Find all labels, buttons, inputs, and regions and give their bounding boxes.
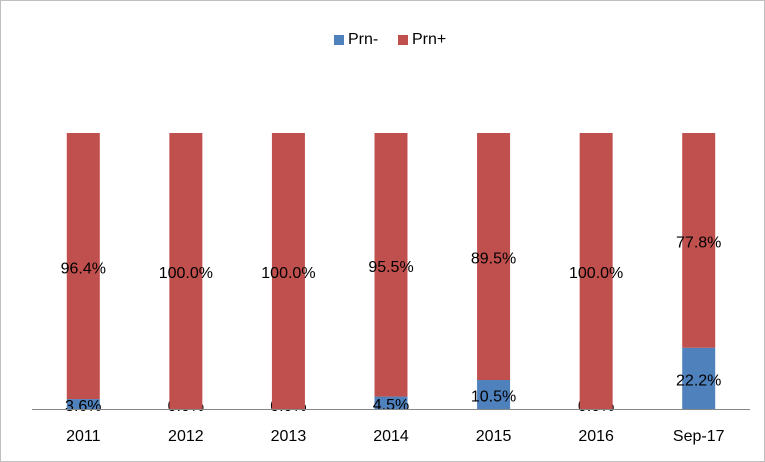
x-tick-label: 2015: [476, 428, 512, 445]
bar-segment: [682, 347, 716, 409]
data-label: 96.4%: [61, 260, 106, 277]
data-label: 77.8%: [676, 235, 721, 252]
data-label: 4.5%: [373, 397, 409, 414]
data-label: 10.5%: [471, 389, 516, 406]
bar-segment: [477, 133, 511, 381]
bar-segment: [579, 133, 613, 409]
x-tick-label: Sep-17: [673, 428, 725, 445]
data-label: 100.0%: [569, 265, 623, 282]
legend-swatch: [398, 35, 408, 45]
data-label: 3.6%: [65, 398, 101, 415]
legend-swatch: [334, 35, 344, 45]
data-label: 22.2%: [676, 373, 721, 390]
x-tick-label: 2011: [66, 428, 101, 445]
bar-segment: [169, 133, 203, 409]
x-tick-label: 2014: [373, 428, 409, 445]
bar-segment: [682, 133, 716, 348]
bar-segment: [374, 396, 408, 409]
x-tick-label: 2013: [271, 428, 307, 445]
data-label: 100.0%: [261, 265, 315, 282]
bar-segment: [66, 399, 100, 409]
data-label: 100.0%: [159, 265, 213, 282]
legend-label: Prn-: [348, 31, 378, 48]
bar-segment: [271, 133, 305, 409]
legend-label: Prn+: [412, 31, 446, 48]
x-tick-label: 2016: [578, 428, 614, 445]
bar-segment: [374, 133, 408, 397]
x-tick-label: 2012: [168, 428, 204, 445]
data-label: 89.5%: [471, 251, 516, 268]
bar-segment: [66, 133, 100, 400]
data-label: 95.5%: [368, 259, 413, 276]
bar-segment: [477, 380, 511, 409]
